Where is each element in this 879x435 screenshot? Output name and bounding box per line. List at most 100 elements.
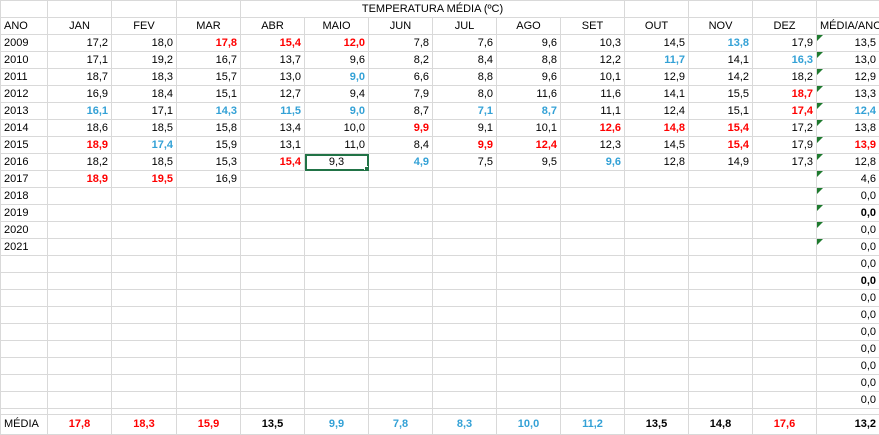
temperature-cell[interactable]: [753, 290, 817, 307]
temperature-cell[interactable]: [369, 171, 433, 188]
temperature-cell[interactable]: 18,6: [48, 120, 112, 137]
column-header[interactable]: FEV: [112, 18, 177, 35]
column-header[interactable]: ABR: [241, 18, 305, 35]
temperature-cell[interactable]: 12,0: [305, 35, 369, 52]
temperature-cell[interactable]: [48, 273, 112, 290]
monthly-average-cell[interactable]: 7,8: [369, 415, 433, 435]
temperature-cell[interactable]: [689, 290, 753, 307]
temperature-cell[interactable]: 17,2: [753, 120, 817, 137]
temperature-cell[interactable]: [48, 324, 112, 341]
temperature-cell[interactable]: [48, 290, 112, 307]
temperature-cell[interactable]: 16,9: [177, 171, 241, 188]
annual-mean-cell[interactable]: 13,0: [817, 52, 879, 69]
temperature-cell[interactable]: 12,4: [497, 137, 561, 154]
temperature-cell[interactable]: 7,8: [369, 35, 433, 52]
temperature-cell[interactable]: [497, 273, 561, 290]
temperature-cell[interactable]: [369, 205, 433, 222]
annual-mean-cell[interactable]: 12,9: [817, 69, 879, 86]
temperature-cell[interactable]: [369, 341, 433, 358]
temperature-cell[interactable]: [48, 205, 112, 222]
temperature-cell[interactable]: 17,1: [48, 52, 112, 69]
temperature-cell[interactable]: [497, 307, 561, 324]
temperature-cell[interactable]: [753, 307, 817, 324]
temperature-cell[interactable]: [305, 273, 369, 290]
monthly-average-cell[interactable]: 11,2: [561, 415, 625, 435]
temperature-cell[interactable]: [625, 222, 689, 239]
temperature-cell[interactable]: 15,7: [177, 69, 241, 86]
temperature-cell[interactable]: 9,6: [305, 52, 369, 69]
temperature-cell[interactable]: 8,4: [433, 52, 497, 69]
temperature-cell[interactable]: [241, 188, 305, 205]
column-header[interactable]: MAR: [177, 18, 241, 35]
temperature-cell[interactable]: [561, 358, 625, 375]
temperature-cell[interactable]: [241, 256, 305, 273]
temperature-cell[interactable]: 14,2: [689, 69, 753, 86]
temperature-cell[interactable]: [689, 256, 753, 273]
temperature-cell[interactable]: 12,7: [241, 86, 305, 103]
monthly-average-cell[interactable]: 13,5: [625, 415, 689, 435]
temperature-cell[interactable]: 11,1: [561, 103, 625, 120]
year-cell[interactable]: 2018: [1, 188, 48, 205]
sheet-title[interactable]: TEMPERATURA MÉDIA (ºC): [241, 1, 625, 18]
temperature-cell[interactable]: 18,9: [48, 171, 112, 188]
annual-mean-cell[interactable]: 0,0: [817, 273, 879, 290]
temperature-cell[interactable]: [433, 171, 497, 188]
annual-mean-cell[interactable]: 0,0: [817, 375, 879, 392]
annual-mean-cell[interactable]: 0,0: [817, 222, 879, 239]
temperature-cell[interactable]: 9,6: [561, 154, 625, 171]
temperature-cell[interactable]: [753, 375, 817, 392]
temperature-cell[interactable]: [48, 222, 112, 239]
temperature-cell[interactable]: 11,7: [625, 52, 689, 69]
temperature-cell[interactable]: 12,3: [561, 137, 625, 154]
year-cell[interactable]: 2020: [1, 222, 48, 239]
temperature-cell[interactable]: [497, 171, 561, 188]
monthly-average-cell[interactable]: 8,3: [433, 415, 497, 435]
temperature-cell[interactable]: 9,6: [497, 69, 561, 86]
monthly-average-cell[interactable]: 9,9: [305, 415, 369, 435]
temperature-cell[interactable]: [561, 273, 625, 290]
temperature-cell[interactable]: [689, 273, 753, 290]
temperature-cell[interactable]: [561, 256, 625, 273]
temperature-cell[interactable]: 18,7: [48, 69, 112, 86]
temperature-cell[interactable]: [369, 392, 433, 409]
cell[interactable]: [112, 1, 177, 18]
temperature-cell[interactable]: 12,6: [561, 120, 625, 137]
temperature-cell[interactable]: [753, 171, 817, 188]
temperature-cell[interactable]: [369, 307, 433, 324]
column-header[interactable]: NOV: [689, 18, 753, 35]
temperature-cell[interactable]: [177, 341, 241, 358]
temperature-cell[interactable]: [753, 358, 817, 375]
temperature-cell[interactable]: [625, 290, 689, 307]
temperature-cell[interactable]: [241, 307, 305, 324]
temperature-cell[interactable]: [497, 358, 561, 375]
temperature-cell[interactable]: [112, 256, 177, 273]
temperature-cell[interactable]: [177, 392, 241, 409]
temperature-cell[interactable]: 8,0: [433, 86, 497, 103]
temperature-cell[interactable]: 17,9: [753, 35, 817, 52]
cell[interactable]: [817, 1, 879, 18]
temperature-cell[interactable]: [241, 358, 305, 375]
temperature-cell[interactable]: 15,4: [689, 120, 753, 137]
temperature-cell[interactable]: 9,0: [305, 69, 369, 86]
year-cell[interactable]: 2021: [1, 239, 48, 256]
temperature-cell[interactable]: [112, 222, 177, 239]
temperature-cell[interactable]: [241, 290, 305, 307]
temperature-cell[interactable]: 9,3: [305, 154, 369, 171]
cell[interactable]: [753, 1, 817, 18]
temperature-cell[interactable]: 6,6: [369, 69, 433, 86]
temperature-cell[interactable]: [433, 188, 497, 205]
temperature-cell[interactable]: 4,9: [369, 154, 433, 171]
temperature-cell[interactable]: 8,7: [497, 103, 561, 120]
temperature-cell[interactable]: [433, 273, 497, 290]
temperature-cell[interactable]: 11,6: [561, 86, 625, 103]
temperature-cell[interactable]: [369, 290, 433, 307]
temperature-cell[interactable]: [689, 324, 753, 341]
temperature-cell[interactable]: 15,8: [177, 120, 241, 137]
year-cell[interactable]: 2009: [1, 35, 48, 52]
annual-mean-cell[interactable]: 0,0: [817, 239, 879, 256]
temperature-cell[interactable]: [497, 290, 561, 307]
temperature-cell[interactable]: [497, 392, 561, 409]
temperature-cell[interactable]: 17,4: [112, 137, 177, 154]
year-cell[interactable]: [1, 273, 48, 290]
temperature-cell[interactable]: 11,0: [305, 137, 369, 154]
